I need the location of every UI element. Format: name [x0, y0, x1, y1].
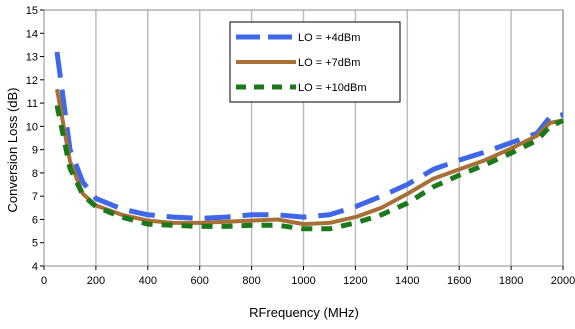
y-tick-label: 14: [26, 28, 38, 40]
y-axis-title: Conversion Loss (dB): [5, 88, 20, 213]
series-line-2: [55, 88, 564, 227]
y-tick-label: 12: [26, 75, 38, 87]
y-tick-label: 15: [26, 5, 38, 17]
legend-label-2: LO = +7dBm: [298, 57, 360, 69]
legend-label-3: LO = +10dBm: [298, 82, 367, 94]
x-tick-label: 200: [87, 275, 105, 287]
y-tick-label: 13: [26, 52, 38, 64]
x-tick-label: 1200: [343, 275, 367, 287]
x-tick-label: 0: [41, 275, 47, 287]
y-tick-label: 10: [26, 121, 38, 133]
x-axis-title: RFrequency (MHz): [249, 305, 359, 320]
x-tick-label: 1600: [447, 275, 471, 287]
series-line-1: [54, 51, 564, 221]
y-tick-label: 6: [32, 214, 38, 226]
y-tick-label: 7: [32, 191, 38, 203]
y-tick-label: 8: [32, 168, 38, 180]
y-tick-label: 5: [32, 238, 38, 250]
x-tick-label: 1800: [499, 275, 523, 287]
series-line-3: [54, 104, 565, 232]
legend: LO = +4dBm LO = +7dBm LO = +10dBm: [229, 21, 401, 103]
x-tick-label: 1400: [395, 275, 419, 287]
legend-label-1: LO = +4dBm: [298, 32, 360, 44]
axis-layer: 4 5 6 7 8 9 10 11 12 13 14 15 0 200 400 600 800 1000 1200 1…: [26, 5, 575, 287]
y-tick-label: 4: [32, 261, 38, 273]
x-tick-label: 600: [191, 275, 209, 287]
x-tick-label: 400: [139, 275, 157, 287]
series-layer: [54, 51, 565, 232]
x-tick-label: 800: [242, 275, 260, 287]
y-tick-label: 9: [32, 145, 38, 157]
y-tick-label: 11: [27, 98, 38, 110]
x-tick-label: 1000: [291, 275, 315, 287]
x-tick-label: 2000: [551, 275, 575, 287]
